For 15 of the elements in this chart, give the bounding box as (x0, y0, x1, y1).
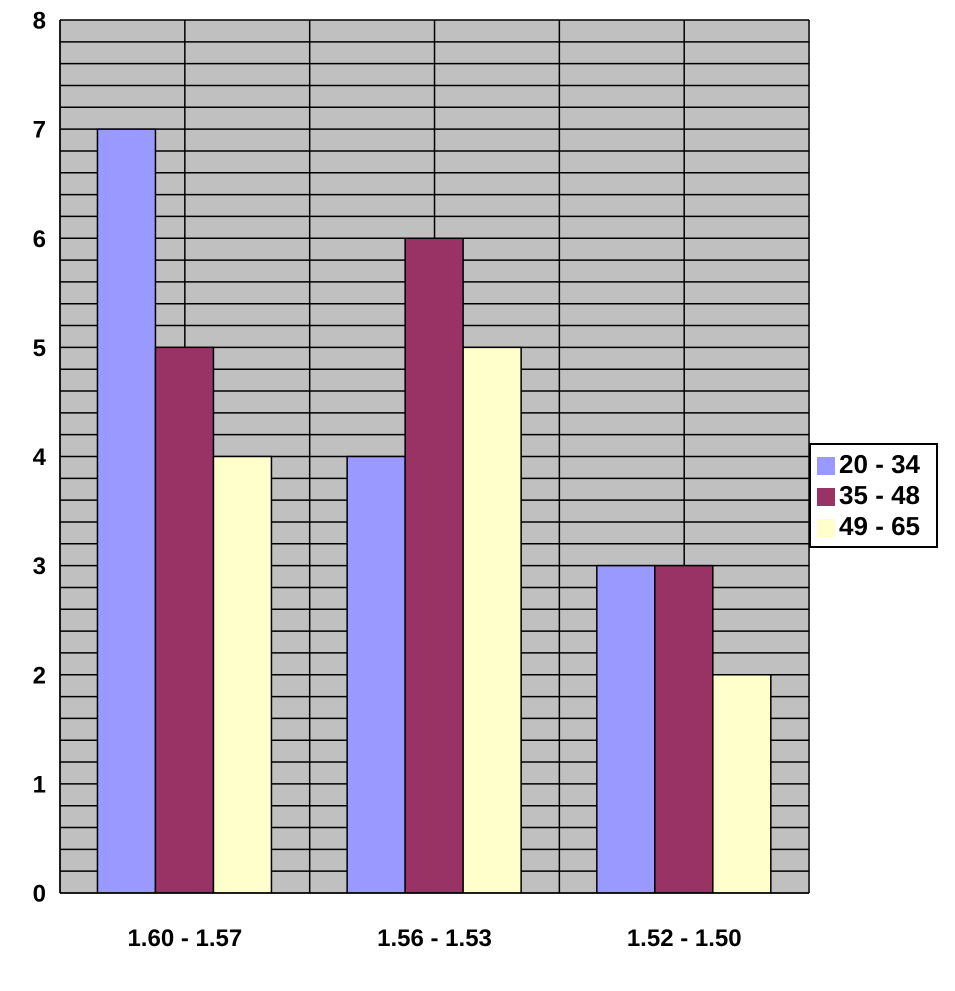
y-tick-label: 5 (32, 334, 46, 362)
y-tick-label: 4 (32, 444, 47, 472)
y-tick-label: 8 (32, 8, 46, 35)
legend-label: 20 - 34 (839, 449, 920, 479)
y-tick-label: 1 (32, 771, 46, 798)
x-tick-label: 1.52 - 1.50 (626, 925, 742, 952)
legend-label: 49 - 65 (839, 511, 920, 541)
y-tick-label: 0 (32, 880, 46, 908)
y-tick-label: 2 (32, 662, 46, 690)
y-tick-label: 7 (32, 116, 46, 144)
y-tick-label: 6 (32, 226, 46, 253)
x-tick-label: 1.56 - 1.53 (377, 925, 492, 952)
y-tick-label: 3 (32, 553, 46, 580)
legend-label: 35 - 48 (839, 480, 920, 510)
x-tick-label: 1.60 - 1.57 (127, 925, 242, 952)
